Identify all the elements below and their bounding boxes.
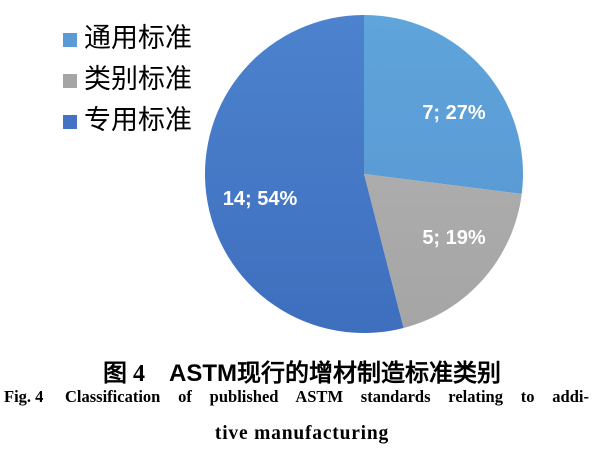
svg-text:14; 54%: 14; 54%	[223, 188, 298, 210]
svg-text:类别标准: 类别标准	[84, 64, 192, 94]
svg-text:通用标准: 通用标准	[84, 23, 192, 53]
svg-text:专用标准: 专用标准	[84, 105, 192, 135]
svg-text:7; 27%: 7; 27%	[422, 102, 486, 124]
svg-text:5; 19%: 5; 19%	[422, 227, 486, 249]
